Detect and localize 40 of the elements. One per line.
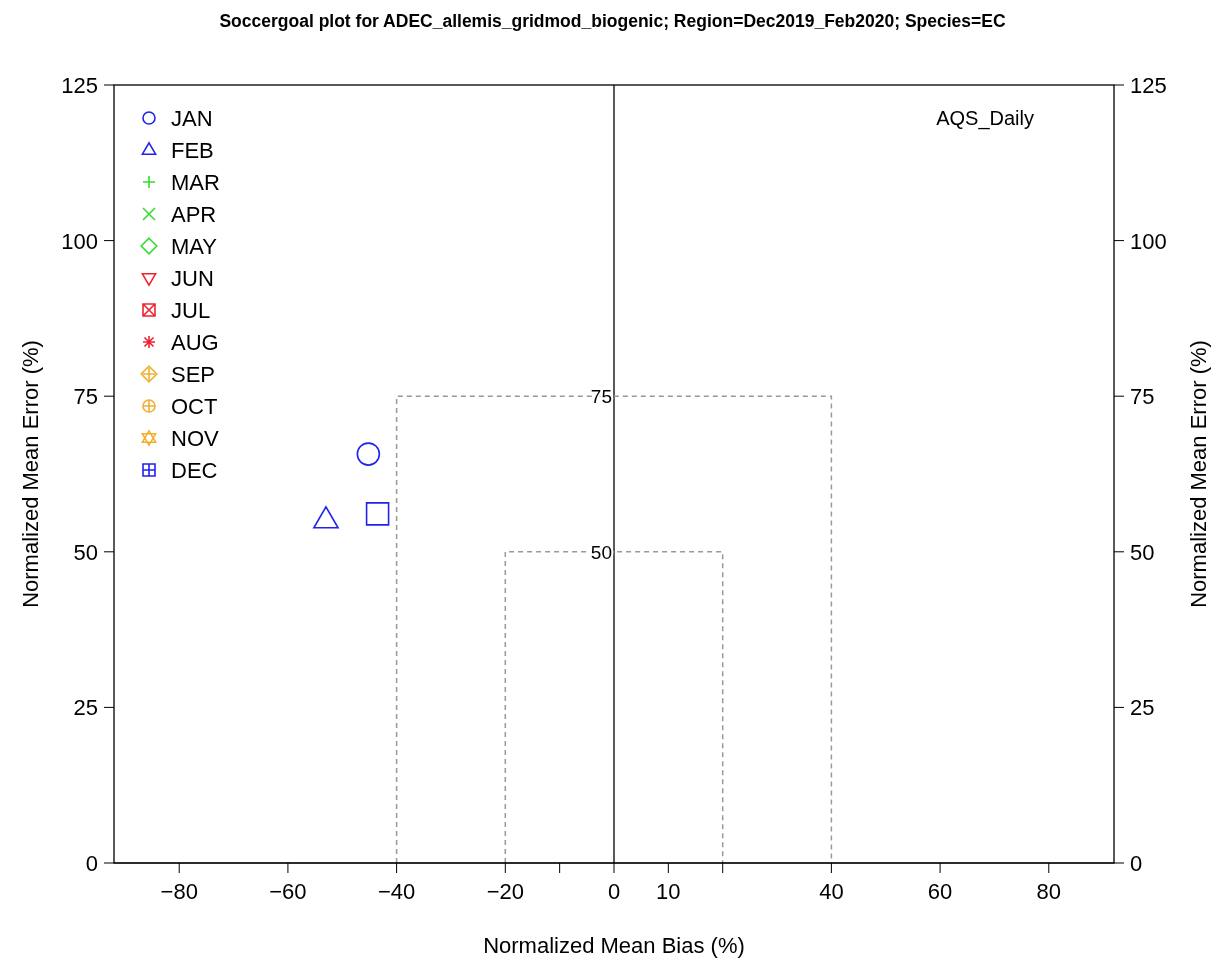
y2-tick-label: 75 — [1130, 384, 1155, 410]
legend-label: JUL — [171, 298, 211, 323]
legend-label: JAN — [171, 106, 213, 131]
y-tick-label: 125 — [61, 73, 98, 98]
legend-label: APR — [171, 202, 217, 227]
x-tick-label: −60 — [269, 879, 307, 904]
y2-tick-label: 100 — [1130, 228, 1167, 254]
annotation: 50 — [590, 541, 612, 563]
y-tick-label: 75 — [73, 384, 98, 410]
y-tick-label: 100 — [61, 228, 98, 254]
x-tick-label: −80 — [160, 879, 198, 904]
legend-label: NOV — [171, 426, 219, 451]
chart-title: Soccergoal plot for ADEC_allemis_gridmod_biogenic; Region=Dec2019_Feb2020; Species=EC — [219, 11, 1006, 31]
y-tick-label: 0 — [85, 851, 98, 876]
y2-tick-label: 50 — [1130, 539, 1155, 565]
legend-label: JUN — [171, 266, 214, 291]
y2-tick-label: 0 — [1130, 851, 1143, 876]
legend-label: AUG — [171, 330, 219, 355]
legend-label: MAY — [171, 234, 218, 259]
legend-label: FEB — [171, 138, 214, 163]
legend-label: DEC — [171, 458, 218, 483]
y2-axis-title: Normalized Mean Error (%) — [1186, 340, 1211, 608]
x-tick-label: 80 — [1036, 879, 1062, 904]
y2-tick-label: 25 — [1130, 695, 1155, 721]
x-axis-title: Normalized Mean Bias (%) — [483, 933, 745, 958]
y-axis-title: Normalized Mean Error (%) — [18, 340, 43, 608]
x-tick-label: 0 — [607, 879, 621, 904]
x-tick-label: −20 — [486, 879, 524, 904]
x-tick-label: −40 — [377, 879, 416, 904]
y2-tick-label: 125 — [1130, 73, 1167, 98]
legend-label: OCT — [171, 394, 218, 419]
x-tick-label: 40 — [819, 879, 844, 904]
annotation: AQS_Daily — [936, 107, 1034, 130]
y-tick-label: 25 — [73, 695, 98, 721]
legend-label: MAR — [171, 170, 220, 195]
legend-label: SEP — [171, 362, 216, 387]
x-tick-label: 60 — [927, 879, 953, 904]
y-tick-label: 50 — [73, 539, 98, 565]
x-tick-label: 10 — [656, 879, 681, 904]
annotation: 75 — [590, 386, 612, 408]
